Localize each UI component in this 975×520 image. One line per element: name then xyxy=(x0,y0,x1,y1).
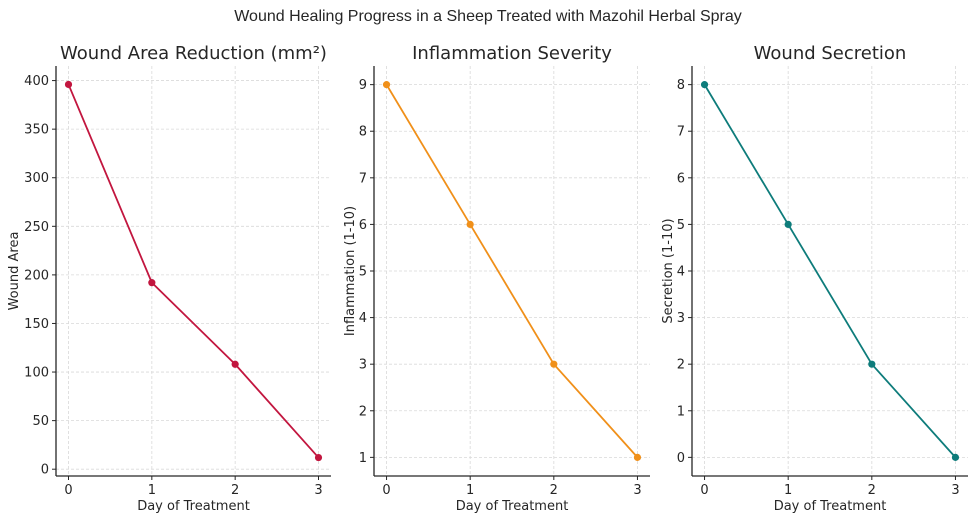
y-tick-label: 9 xyxy=(359,78,367,93)
y-axis-label: Inflammation (1-10) xyxy=(343,206,358,336)
chart-panel-2: Inflammation Severity 0 1 2 3 1 2 3 4 5 6 7 8 9 Day of… xyxy=(343,43,650,514)
y-tick-label: 4 xyxy=(359,311,367,326)
x-tick-label: 3 xyxy=(633,483,641,498)
x-tick-label: 2 xyxy=(231,483,239,498)
data-point xyxy=(314,453,323,462)
y-axis-label: Secretion (1-10) xyxy=(661,218,676,323)
y-tick-label: 5 xyxy=(677,218,685,233)
x-tick-label: 1 xyxy=(466,483,474,498)
y-tick-label: 6 xyxy=(359,218,367,233)
y-tick-label: 7 xyxy=(359,171,367,186)
y-tick-label: 2 xyxy=(677,358,685,373)
y-tick-label: 3 xyxy=(359,358,367,373)
y-tick-label: 200 xyxy=(24,268,49,283)
data-point xyxy=(466,220,474,229)
series-line xyxy=(67,84,320,459)
x-tick-label: 0 xyxy=(64,483,72,498)
y-tick-label: 6 xyxy=(677,171,685,186)
chart-title: Wound Area Reduction (mm²) xyxy=(60,43,327,64)
y-tick-label: 100 xyxy=(24,366,49,381)
x-tick-label: 0 xyxy=(382,483,390,498)
y-tick-label: 8 xyxy=(677,78,685,93)
x-axis-label: Day of Treatment xyxy=(774,499,887,514)
y-tick-label: 8 xyxy=(359,125,367,140)
data-point xyxy=(148,279,156,287)
y-tick-label: 1 xyxy=(359,451,367,466)
y-tick-label: 350 xyxy=(24,123,49,138)
y-tick-label: 250 xyxy=(24,220,49,235)
data-point xyxy=(633,453,642,461)
series-line xyxy=(703,84,957,458)
y-tick-label: 400 xyxy=(24,74,49,89)
data-point xyxy=(382,81,391,89)
data-point xyxy=(784,220,792,229)
chart-title: Inflammation Severity xyxy=(412,43,612,64)
y-axis-label: Wound Area xyxy=(7,232,22,311)
chart-title: Wound Secretion xyxy=(754,43,907,64)
data-point xyxy=(550,360,558,368)
y-tick-label: 0 xyxy=(41,463,49,478)
x-tick-label: 0 xyxy=(700,483,708,498)
data-point xyxy=(64,80,73,89)
data-point xyxy=(231,360,239,368)
y-tick-label: 3 xyxy=(677,311,685,326)
y-tick-label: 5 xyxy=(359,265,367,280)
y-tick-label: 0 xyxy=(677,451,685,466)
y-tick-label: 150 xyxy=(24,317,49,332)
y-tick-label: 50 xyxy=(32,414,49,429)
x-tick-label: 1 xyxy=(784,483,792,498)
y-tick-label: 1 xyxy=(677,404,685,419)
x-tick-label: 3 xyxy=(314,483,322,498)
chart-panel-1: Wound Area Reduction (mm²) 0 1 2 3 0 50 100 150 2… xyxy=(7,43,331,514)
x-tick-label: 3 xyxy=(951,483,959,498)
data-point xyxy=(951,453,960,461)
y-tick-label: 4 xyxy=(677,265,685,280)
figure-suptitle: Wound Healing Progress in a Sheep Treate… xyxy=(234,8,742,25)
y-tick-label: 7 xyxy=(677,125,685,140)
x-tick-label: 2 xyxy=(550,483,558,498)
series-line xyxy=(385,84,639,458)
chart-panel-3: Wound Secretion 0 1 2 3 0 1 2 3 4 5 6 7 8 Day of Treat… xyxy=(661,43,968,514)
x-tick-label: 1 xyxy=(148,483,156,498)
y-tick-label: 300 xyxy=(24,171,49,186)
x-tick-label: 2 xyxy=(868,483,876,498)
y-tick-label: 2 xyxy=(359,404,367,419)
x-axis-label: Day of Treatment xyxy=(137,499,250,514)
data-point xyxy=(868,360,876,368)
data-point xyxy=(700,81,709,89)
x-axis-label: Day of Treatment xyxy=(456,499,569,514)
